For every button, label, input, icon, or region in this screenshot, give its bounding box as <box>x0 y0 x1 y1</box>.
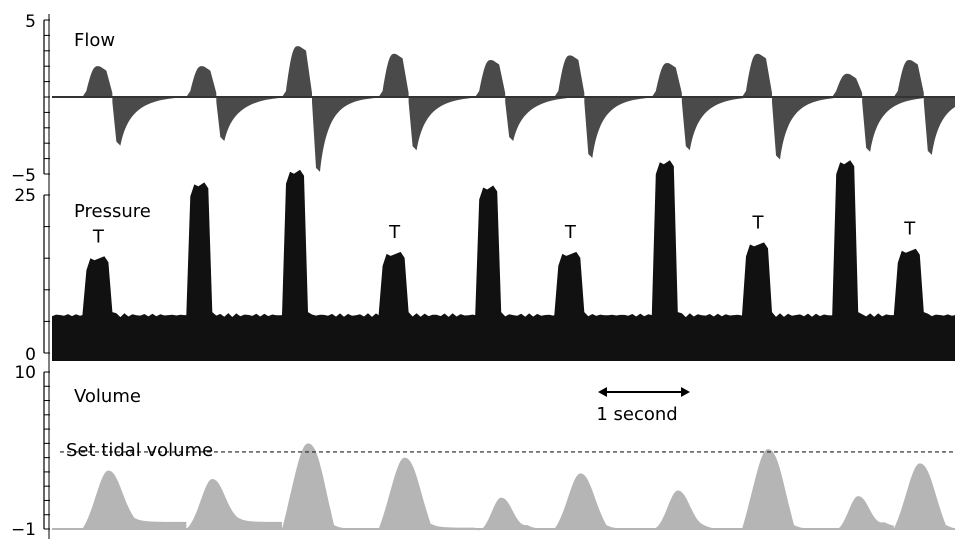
pressure-panel-title: Pressure <box>74 201 151 222</box>
scale-bar-arrow-left <box>598 387 607 397</box>
volume-panel-title: Volume <box>74 386 141 407</box>
flow-ytick-max: 5 <box>25 12 36 32</box>
volume-breath-1 <box>82 470 187 529</box>
flow-inspiration-10 <box>893 59 924 97</box>
flow-expiration-5 <box>505 97 576 142</box>
flow-inspiration-6 <box>554 55 585 97</box>
volume-breath-6 <box>554 473 652 529</box>
volume-breath-4 <box>378 457 476 529</box>
flow-expiration-3 <box>312 97 382 172</box>
flow-expiration-4 <box>408 97 479 151</box>
flow-inspiration-1 <box>82 66 113 97</box>
flow-inspiration-9 <box>832 73 863 97</box>
flow-inspiration-4 <box>378 53 409 97</box>
pressure-breath-label-10: T <box>903 219 916 240</box>
flow-expiration-10 <box>923 97 955 155</box>
flow-inspiration-2 <box>186 66 217 97</box>
volume-breath-2 <box>186 479 282 529</box>
flow-expiration-7 <box>681 97 752 151</box>
pressure-ytick-min: 0 <box>25 345 36 365</box>
volume-breath-8 <box>742 449 833 529</box>
pressure-waveform <box>52 160 955 361</box>
pressure-breath-label-1: T <box>92 226 105 247</box>
flow-inspiration-7 <box>651 63 682 97</box>
flow-ytick-min: −5 <box>11 166 36 186</box>
scale-bar-arrow-right <box>681 387 690 397</box>
volume-ytick-max: 10 <box>14 363 36 383</box>
volume-ytick-min: −1 <box>11 520 36 539</box>
volume-breath-9 <box>832 496 896 530</box>
set-tidal-volume-label: Set tidal volume <box>66 440 213 461</box>
flow-expiration-9 <box>862 97 933 152</box>
pressure-ytick-max: 25 <box>14 186 36 206</box>
flow-inspiration-3 <box>282 46 312 97</box>
scale-bar-label: 1 second <box>596 404 677 425</box>
flow-expiration-8 <box>772 97 842 160</box>
pressure-breath-label-6: T <box>564 222 577 243</box>
flow-expiration-6 <box>584 97 655 158</box>
volume-breath-7 <box>651 490 742 530</box>
flow-inspiration-8 <box>742 53 772 97</box>
volume-breath-10 <box>893 463 955 529</box>
flow-panel-title: Flow <box>74 30 115 51</box>
volume-breath-3 <box>282 443 379 529</box>
pressure-breath-label-4: T <box>388 222 401 243</box>
flow-expiration-2 <box>216 97 287 142</box>
volume-breath-5 <box>475 497 555 531</box>
flow-expiration-1 <box>112 97 183 146</box>
pressure-breath-label-8: T <box>752 212 765 233</box>
flow-inspiration-5 <box>475 59 506 97</box>
